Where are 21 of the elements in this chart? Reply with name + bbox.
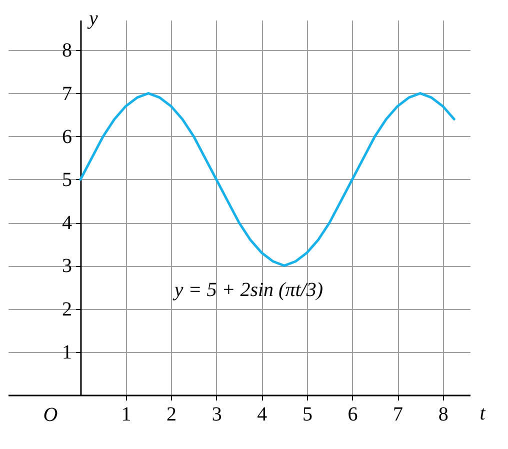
y-tick-label: 5 [62, 168, 72, 191]
x-tick-label: 2 [166, 404, 177, 426]
y-tick-label: 6 [62, 126, 72, 148]
y-tick-label: 4 [62, 212, 72, 234]
x-tick-label: 8 [438, 404, 448, 426]
x-tick-label: 7 [393, 404, 404, 426]
y-tick-label: 3 [62, 255, 72, 278]
y-tick-label: 8 [62, 40, 72, 62]
y-tick-label: 1 [62, 341, 72, 364]
y-tick-label: 2 [62, 298, 72, 320]
y-axis-title: y [86, 8, 98, 30]
line-series [79, 92, 456, 267]
x-tick-label: 1 [121, 404, 132, 426]
x-tick-label: 5 [302, 404, 312, 426]
x-tick-label: 6 [348, 404, 358, 426]
annotation: y = 5 + 2sin (πt/3) [172, 279, 324, 301]
x-axis-title: t [480, 402, 486, 424]
x-tick-label: 3 [212, 404, 222, 426]
x-tick-label: 4 [257, 404, 268, 426]
text: O [43, 404, 58, 426]
y-tick-label: 7 [62, 82, 72, 105]
